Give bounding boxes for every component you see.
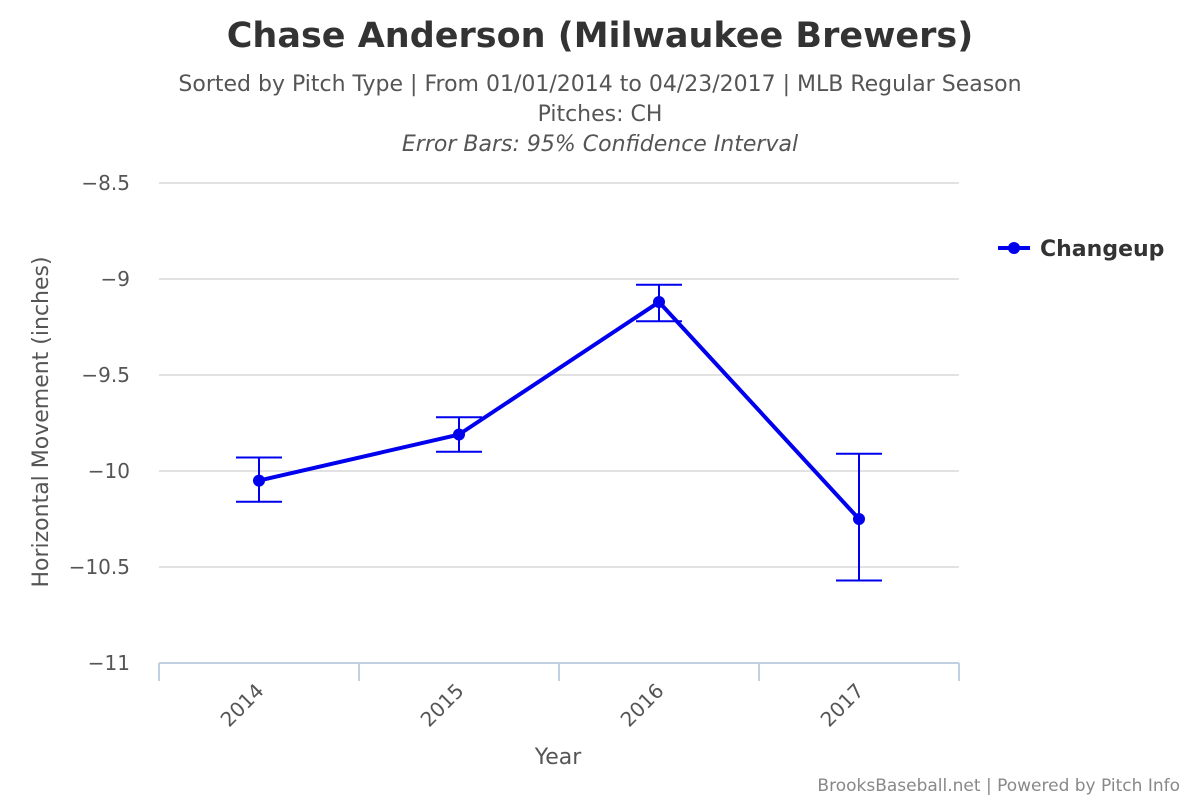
x-axis-title: Year (534, 745, 583, 770)
y-axis-title: Horizontal Movement (inches) (29, 256, 54, 587)
data-point[interactable] (453, 428, 465, 441)
x-tick-label: 2014 (216, 679, 269, 732)
data-point[interactable] (653, 296, 665, 309)
legend[interactable]: Changeup (998, 237, 1164, 262)
legend-item-changeup[interactable]: Changeup (1040, 237, 1164, 262)
y-tick-label: −9.5 (81, 363, 130, 387)
x-tick-label: 2015 (416, 679, 469, 732)
legend-marker-icon (1008, 242, 1020, 254)
chart-title: Chase Anderson (Milwaukee Brewers) (227, 16, 974, 56)
x-tick-label: 2017 (816, 679, 869, 732)
y-tick-label: −8.5 (81, 171, 130, 195)
data-point[interactable] (853, 513, 865, 525)
x-tick-label: 2016 (616, 679, 669, 732)
grid-lines (159, 182, 959, 568)
y-tick-label: −9 (101, 267, 130, 291)
plot-area (236, 283, 882, 582)
x-axis (158, 662, 960, 681)
credits[interactable]: BrooksBaseball.net | Powered by Pitch In… (817, 776, 1180, 796)
y-axis-ticks: −8.5 −9 −9.5 −10 −10.5 −11 (69, 171, 130, 675)
chart-subtitle-line2: Pitches: CH (538, 102, 663, 127)
x-axis-ticks: 2014 2015 2016 2017 (216, 679, 869, 732)
chart-subtitle-line1: Sorted by Pitch Type | From 01/01/2014 t… (178, 72, 1021, 97)
chart-subtitle-line3: Error Bars: 95% Confidence Interval (402, 132, 798, 157)
y-tick-label: −11 (88, 651, 130, 675)
data-point[interactable] (253, 474, 265, 487)
y-tick-label: −10.5 (69, 555, 130, 579)
series-line-changeup (258, 300, 861, 521)
y-tick-label: −10 (88, 459, 130, 483)
